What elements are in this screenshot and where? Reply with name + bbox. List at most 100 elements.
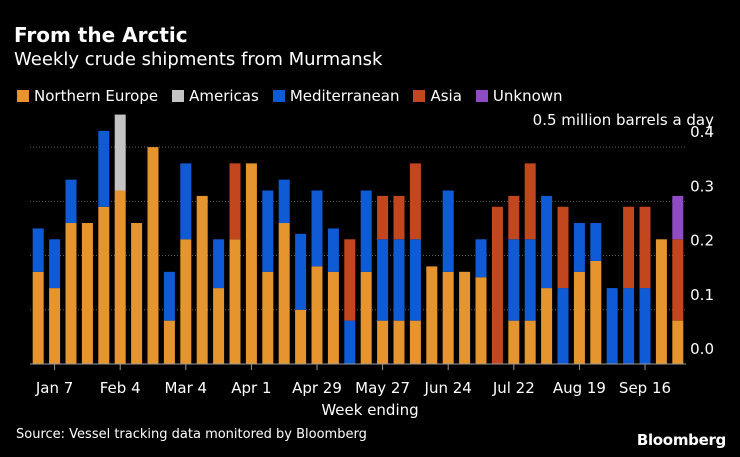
bar-segment-mediterranean (508, 239, 520, 321)
legend-label-americas: Americas (189, 87, 259, 105)
legend-item-mediterranean: Mediterranean (272, 87, 400, 105)
bar-segment-northern-europe (65, 223, 77, 364)
y-axis-tick-labels: 0.0 0.1 0.2 0.3 0.4 (690, 123, 714, 358)
bar-segment-northern-europe (196, 195, 208, 364)
bar-segment-mediterranean (327, 228, 339, 272)
bar-segment-northern-europe (311, 266, 323, 364)
bar-segment-mediterranean (360, 190, 372, 272)
bar-segment-northern-europe (409, 320, 421, 364)
bar-segment-mediterranean (180, 163, 192, 240)
bar-segment-northern-europe (459, 271, 471, 364)
bar-segment-mediterranean (98, 130, 110, 207)
bar-segment-mediterranean (262, 190, 274, 272)
bar-segment-mediterranean (393, 239, 405, 321)
bar-segment-mediterranean (163, 271, 175, 321)
bar-segment-northern-europe (295, 309, 307, 364)
bar-segment-asia (557, 206, 569, 289)
legend-item-unknown: Unknown (475, 87, 563, 105)
x-tick-label: Jun 24 (424, 379, 472, 397)
legend-label-unknown: Unknown (492, 87, 563, 105)
bar-segment-mediterranean (623, 288, 635, 364)
bar-segment-asia (639, 206, 651, 289)
x-tick-label: Mar 4 (164, 379, 207, 397)
gridlines (30, 146, 686, 311)
source-note: Source: Vessel tracking data monitored b… (16, 427, 367, 442)
legend-item-americas: Americas (172, 87, 259, 105)
legend-label-northern-europe: Northern Europe (34, 87, 159, 105)
bar-segment-mediterranean (606, 288, 618, 364)
bar-segment-northern-europe (278, 223, 290, 364)
bar-segment-mediterranean (639, 288, 651, 364)
y-tick-label: 0.2 (690, 232, 714, 250)
legend: Northern Europe Americas Mediterranean A… (17, 86, 577, 106)
bar-segment-northern-europe (245, 163, 257, 364)
x-tick-label: Jan 7 (35, 379, 73, 397)
bar-segment-northern-europe (81, 223, 93, 364)
bar-segment-northern-europe (147, 147, 159, 364)
bar-segment-mediterranean (541, 195, 553, 289)
legend-label-mediterranean: Mediterranean (289, 87, 400, 105)
legend-item-northern-europe: Northern Europe (17, 87, 158, 105)
units-label: 0.5 million barrels a day (532, 111, 714, 129)
bar-segment-northern-europe (541, 288, 553, 364)
bar-segment-northern-europe (229, 239, 241, 364)
bar-segment-mediterranean (295, 233, 307, 310)
bar-segment-mediterranean (475, 239, 487, 278)
bar-segment-northern-europe (393, 320, 405, 364)
bar-segment-northern-europe (163, 320, 175, 364)
bar-segment-mediterranean (590, 223, 602, 261)
bar-segment-mediterranean (557, 288, 569, 364)
bar-segment-asia (508, 195, 520, 240)
x-tick-label: Apr 29 (292, 379, 342, 397)
legend-swatch-northern-europe (17, 90, 29, 102)
bars (32, 114, 684, 364)
bar-segment-northern-europe (49, 288, 61, 364)
bar-segment-northern-europe (426, 266, 438, 364)
bar-segment-mediterranean (377, 239, 389, 321)
bar-segment-northern-europe (524, 320, 536, 364)
legend-swatch-unknown (475, 90, 488, 102)
bar-segment-mediterranean (524, 239, 536, 321)
legend-swatch-americas (172, 90, 185, 102)
x-axis-ticks: Jan 7 Feb 4 Mar 4 Apr 1 Apr 29 May 27 Jun 24 Ju… (35, 364, 671, 397)
bar-segment-northern-europe (180, 239, 192, 364)
bar-segment-mediterranean (278, 179, 290, 224)
bar-segment-northern-europe (508, 320, 520, 364)
x-tick-label: Jul 22 (492, 379, 535, 397)
y-tick-label: 0.3 (690, 177, 714, 195)
bar-segment-asia (344, 239, 356, 321)
bar-segment-mediterranean (442, 190, 454, 272)
x-tick-label: Apr 1 (231, 379, 271, 397)
bar-segment-mediterranean (213, 239, 225, 289)
chart-title: From the Arctic (14, 23, 188, 47)
legend-swatch-mediterranean (272, 90, 285, 102)
bar-segment-mediterranean (344, 320, 356, 364)
x-tick-label: Feb 4 (100, 379, 141, 397)
bar-segment-asia (672, 239, 684, 321)
x-axis-title: Week ending (321, 401, 418, 419)
bar-segment-northern-europe (32, 271, 44, 364)
bar-segment-mediterranean (311, 190, 323, 267)
bar-segment-northern-europe (213, 288, 225, 364)
bar-segment-northern-europe (442, 271, 454, 364)
bar-segment-asia (623, 206, 635, 289)
y-tick-label: 0.1 (690, 286, 714, 304)
bar-segment-northern-europe (377, 320, 389, 364)
x-tick-label: Sep 16 (619, 379, 671, 397)
bar-segment-northern-europe (590, 260, 602, 364)
bar-segment-americas (114, 114, 126, 191)
legend-item-asia: Asia (413, 87, 462, 105)
bar-segment-asia (491, 206, 503, 364)
bar-segment-northern-europe (475, 277, 487, 364)
x-tick-label: Aug 19 (553, 379, 606, 397)
bar-segment-unknown (672, 195, 684, 240)
y-tick-label: 0.4 (690, 123, 714, 141)
bar-segment-asia (229, 163, 241, 240)
y-tick-label: 0.0 (690, 340, 714, 358)
bar-segment-northern-europe (327, 271, 339, 364)
legend-label-asia: Asia (430, 87, 462, 105)
bar-segment-asia (393, 195, 405, 240)
bar-segment-northern-europe (655, 239, 667, 364)
bar-segment-mediterranean (573, 223, 585, 272)
bar-segment-asia (377, 195, 389, 240)
